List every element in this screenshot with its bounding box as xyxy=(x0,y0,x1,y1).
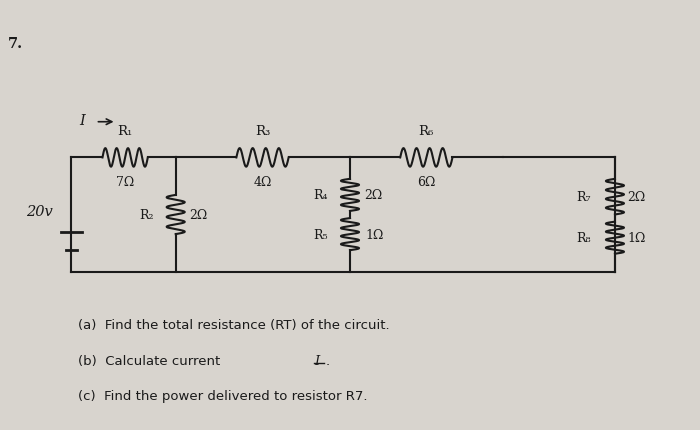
Text: 20v: 20v xyxy=(27,204,53,218)
Text: 6Ω: 6Ω xyxy=(417,176,435,189)
Text: (a)  Find the total resistance (RT) of the circuit.: (a) Find the total resistance (RT) of th… xyxy=(78,318,390,331)
Text: I: I xyxy=(79,114,85,128)
Text: 2Ω: 2Ω xyxy=(364,189,382,202)
Text: 2Ω: 2Ω xyxy=(190,209,208,221)
Text: R₇: R₇ xyxy=(576,191,591,204)
Text: R₅: R₅ xyxy=(313,228,328,241)
Text: R₂: R₂ xyxy=(139,209,153,221)
Text: R₃: R₃ xyxy=(255,125,270,138)
Text: R₈: R₈ xyxy=(576,232,591,245)
Text: 7.: 7. xyxy=(8,37,24,51)
Text: I: I xyxy=(314,354,319,367)
Text: .: . xyxy=(326,354,330,367)
Text: 4Ω: 4Ω xyxy=(253,176,272,189)
Text: R₄: R₄ xyxy=(313,189,328,202)
Text: 1Ω: 1Ω xyxy=(627,232,646,245)
Text: 7Ω: 7Ω xyxy=(116,176,134,189)
Text: R₆: R₆ xyxy=(419,125,434,138)
Text: (b)  Calculate current: (b) Calculate current xyxy=(78,354,225,367)
Text: 2Ω: 2Ω xyxy=(627,191,645,204)
Text: 1Ω: 1Ω xyxy=(365,228,384,241)
Text: R₁: R₁ xyxy=(118,125,133,138)
Text: (c)  Find the power delivered to resistor R7.: (c) Find the power delivered to resistor… xyxy=(78,390,368,402)
